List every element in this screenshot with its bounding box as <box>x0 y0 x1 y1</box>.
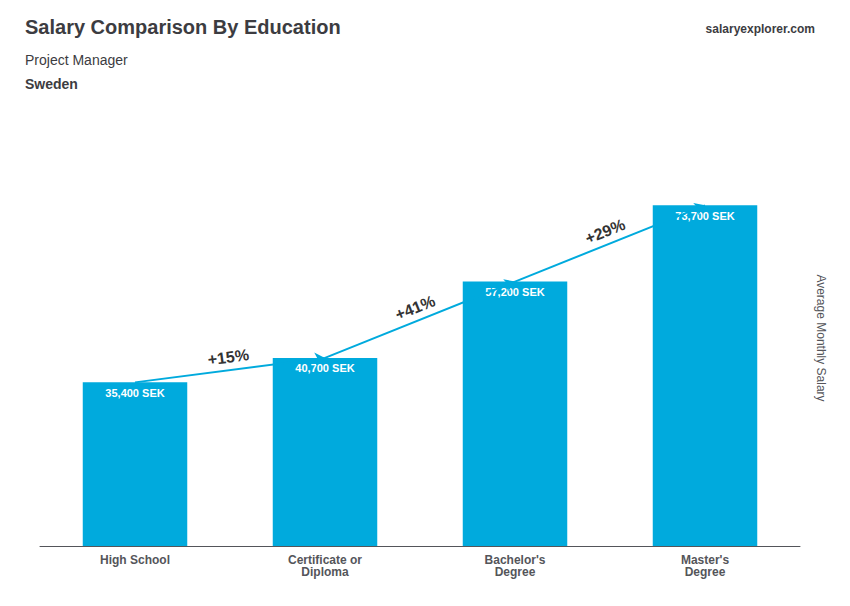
svg-text:Sweden: Sweden <box>25 76 78 92</box>
svg-text:Bachelor's: Bachelor's <box>484 553 546 567</box>
svg-text:Degree: Degree <box>495 565 536 579</box>
svg-text:Average Monthly Salary: Average Monthly Salary <box>814 274 828 401</box>
svg-text:57,200 SEK: 57,200 SEK <box>485 286 544 298</box>
svg-text:Salary Comparison By Education: Salary Comparison By Education <box>25 16 341 38</box>
svg-text:Master's: Master's <box>680 553 730 567</box>
svg-text:35,400 SEK: 35,400 SEK <box>105 387 164 399</box>
svg-text:+29%: +29% <box>583 216 628 247</box>
svg-text:Certificate or: Certificate or <box>288 553 362 567</box>
svg-text:Diploma: Diploma <box>301 565 349 579</box>
svg-text:40,700 SEK: 40,700 SEK <box>295 362 354 374</box>
svg-text:High School: High School <box>100 553 170 567</box>
svg-text:73,700 SEK: 73,700 SEK <box>675 210 734 222</box>
svg-text:Degree: Degree <box>685 565 726 579</box>
svg-text:+15%: +15% <box>207 346 250 368</box>
svg-text:Project Manager: Project Manager <box>25 52 128 68</box>
svg-text:salaryexplorer.com: salaryexplorer.com <box>706 22 815 36</box>
svg-text:+41%: +41% <box>393 292 438 323</box>
